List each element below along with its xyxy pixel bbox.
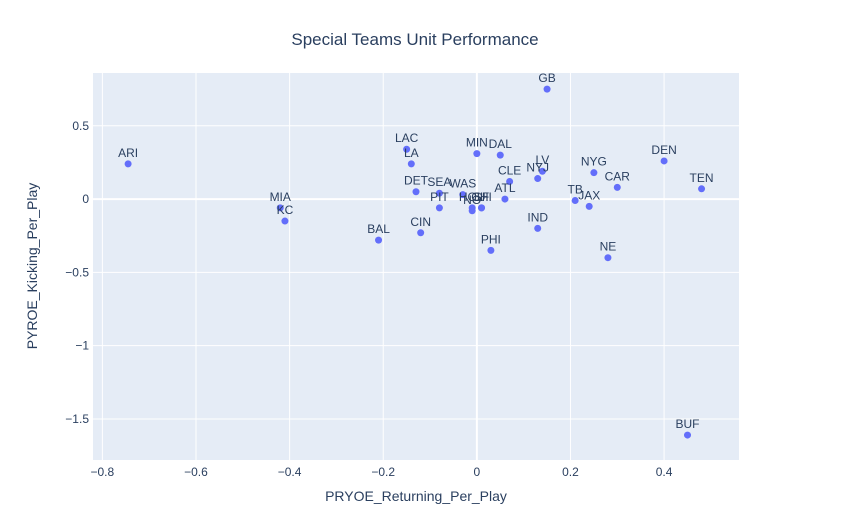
- point-label: CHI: [471, 190, 492, 204]
- point-label: NE: [600, 240, 617, 254]
- y-tick-label: 0.5: [72, 119, 89, 133]
- data-point: [604, 254, 612, 262]
- point-label: PIT: [430, 190, 449, 204]
- point-label: MIA: [270, 190, 291, 204]
- point-label: TB: [567, 183, 582, 197]
- point-label: ATL: [494, 181, 515, 195]
- data-point: [590, 169, 598, 177]
- point-label: TEN: [690, 171, 714, 185]
- point-label: NYG: [581, 155, 607, 169]
- point-label: WAS: [449, 177, 476, 191]
- data-point: [571, 197, 579, 205]
- y-axis-label: PYROE_Kicking_Per_Play: [24, 183, 40, 350]
- data-point: [407, 160, 415, 168]
- data-point: [375, 236, 383, 244]
- x-tick-label: 0.2: [562, 465, 579, 479]
- point-label: GB: [538, 71, 555, 85]
- point-label: SF: [474, 190, 489, 204]
- data-point: [435, 189, 443, 197]
- point-label: ARI: [118, 146, 138, 160]
- x-tick-label: 0.4: [656, 465, 673, 479]
- point-label: LAC: [395, 131, 419, 145]
- point-label: CIN: [410, 215, 431, 229]
- data-point: [403, 145, 411, 153]
- x-axis-ticks: −0.8 −0.6 −0.4 −0.2 0 0.2 0.4: [91, 465, 673, 479]
- y-tick-label: 0: [82, 192, 89, 206]
- data-point: [534, 224, 542, 232]
- data-point: [684, 431, 692, 439]
- x-tick-label: −0.2: [371, 465, 395, 479]
- point-label: JAX: [578, 188, 600, 202]
- point-label: SEA: [427, 175, 451, 189]
- chart-title: Special Teams Unit Performance: [291, 30, 538, 49]
- data-point: [435, 204, 443, 212]
- point-label: DAL: [489, 137, 513, 151]
- point-label: NO: [463, 193, 481, 207]
- point-label: PHI: [481, 232, 501, 246]
- data-point: [276, 204, 284, 212]
- point-label: NYJ: [526, 161, 549, 175]
- data-point: [281, 217, 289, 225]
- point-label: HOU: [459, 190, 486, 204]
- data-point: [478, 204, 486, 212]
- point-label: KC: [277, 203, 294, 217]
- y-axis-ticks: 0.5 0 −0.5 −1 −1.5: [65, 119, 89, 426]
- x-tick-label: −0.8: [91, 465, 115, 479]
- point-label: LV: [535, 153, 549, 167]
- data-point: [538, 167, 546, 175]
- point-label: MIN: [466, 136, 488, 150]
- data-point: [698, 185, 706, 193]
- y-tick-label: −0.5: [65, 265, 89, 279]
- data-point: [412, 188, 420, 196]
- point-label: BUF: [676, 417, 700, 431]
- data-point: [473, 150, 481, 158]
- data-point: [534, 175, 542, 183]
- data-point: [613, 183, 621, 191]
- data-point: [660, 157, 668, 165]
- point-label: LA: [404, 146, 419, 160]
- point-label: BAL: [367, 222, 390, 236]
- x-tick-label: −0.6: [184, 465, 208, 479]
- data-point: [124, 160, 132, 168]
- x-tick-label: −0.4: [278, 465, 302, 479]
- plot-area: [93, 73, 739, 460]
- point-label: DET: [404, 174, 429, 188]
- data-point: [417, 229, 425, 237]
- data-point: [468, 207, 476, 215]
- point-label: CLE: [498, 163, 521, 177]
- y-tick-label: −1: [75, 339, 89, 353]
- data-point: [506, 177, 514, 185]
- x-tick-label: 0: [474, 465, 481, 479]
- point-label: CAR: [605, 169, 631, 183]
- data-point: [487, 246, 495, 254]
- grid-lines: [93, 73, 739, 460]
- point-label: DEN: [651, 143, 676, 157]
- data-point: [496, 151, 504, 159]
- x-axis-label: PRYOE_Returning_Per_Play: [325, 488, 507, 504]
- data-point: [459, 191, 467, 199]
- data-point: [543, 85, 551, 93]
- data-point: [585, 202, 593, 210]
- data-point: [501, 195, 509, 203]
- point-label: IND: [527, 210, 548, 224]
- y-tick-label: −1.5: [65, 412, 89, 426]
